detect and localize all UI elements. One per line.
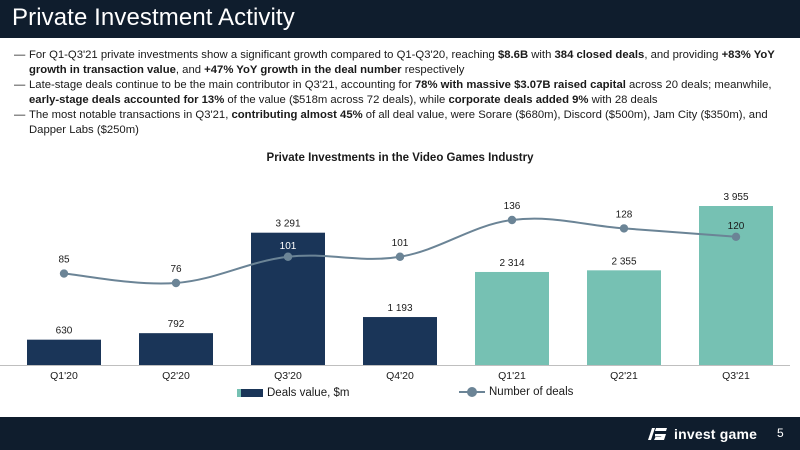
bar-value-label: 630 (56, 326, 73, 337)
bullet-text: For Q1-Q3'21 private investments show a … (29, 48, 786, 77)
bar-value-label: 792 (168, 319, 185, 330)
deals-count-label: 136 (504, 201, 521, 212)
bullet-text: Late-stage deals continue to be the main… (29, 78, 786, 107)
bullet-segment: across 20 deals; meanwhile, (625, 79, 772, 91)
category-label: Q3'20 (274, 370, 302, 382)
bar-3 (363, 317, 437, 365)
deals-count-point (507, 215, 517, 225)
deals-count-label: 101 (280, 241, 297, 252)
deals-count-point (731, 232, 741, 241)
category-label: Q1'21 (498, 370, 526, 382)
footer-bar: invest game 5 (0, 417, 800, 450)
bullet-segment: of all deal value, were Sorare ($680m), … (29, 109, 768, 136)
deals-count-label: 120 (728, 221, 745, 232)
deals-count-point (59, 269, 69, 278)
brand-logo: invest game (646, 425, 757, 443)
bullet-list: — For Q1-Q3'21 private investments show a… (14, 48, 786, 138)
legend-swatch-line (459, 387, 485, 397)
legend-label-number-of-deals: Number of deals (489, 386, 574, 398)
bullet-highlight: corporate deals added 9% (448, 93, 589, 106)
header-bar: Private Investment Activity (0, 0, 800, 38)
deals-count-label: 76 (170, 264, 182, 275)
legend-item-number-of-deals: Number of deals (459, 386, 573, 398)
bar-value-label: 3 955 (723, 192, 748, 203)
bullet-dash: — (14, 79, 26, 91)
deals-count-point (283, 252, 293, 261)
bullet-highlight: +47% YoY growth in the deal number (204, 63, 402, 76)
bar-4 (475, 271, 549, 365)
deals-count-point (171, 278, 181, 288)
bullet-segment: with 28 deals (588, 93, 658, 106)
bullet-segment: Late-stage deals continue to be the main… (29, 79, 415, 91)
bullet-item: — The most notable transactions in Q3'21,… (14, 108, 786, 137)
bar-line-chart: 630 Q1'20 792 Q2'20 3 291 Q3'20 1 193 Q4'20 2 31… (0, 192, 790, 382)
bar-value-label: 2 314 (499, 258, 524, 269)
brand-name: invest game (674, 426, 758, 442)
bar-5 (587, 270, 661, 365)
page-title: Private Investment Activity (12, 4, 295, 31)
bullet-text: The most notable transactions in Q3'21, … (29, 108, 786, 137)
bullet-segment: respectively (401, 63, 465, 76)
deals-count-label: 101 (392, 238, 409, 249)
bullet-segment: with (528, 49, 555, 61)
bullet-segment: , and providing (644, 49, 722, 61)
deals-count-point (395, 252, 405, 261)
category-label: Q2'21 (610, 370, 638, 382)
bar-value-label: 3 291 (275, 219, 300, 230)
bullet-highlight: early-stage deals accounted for 13% (29, 93, 225, 106)
bar-6 (699, 206, 773, 365)
bar-1 (139, 333, 213, 365)
legend-label-deals-value: Deals value, $m (267, 387, 350, 399)
bullet-highlight: +83% YoY growth in transaction value (29, 49, 775, 76)
bullet-segment: of the value ($518m across 72 deals), wh… (224, 93, 449, 106)
bullet-highlight: $8.6B (497, 49, 529, 61)
bar-2 (251, 232, 325, 365)
bar-value-label: 1 193 (387, 303, 412, 314)
page-number: 5 (777, 426, 784, 440)
bullet-highlight: 78% with massive $3.07B raised capital (414, 79, 626, 91)
category-label: Q4'20 (386, 370, 414, 382)
bar-value-label: 2 355 (611, 256, 636, 267)
deals-count-label: 85 (58, 255, 70, 266)
category-label: Q3'21 (722, 370, 750, 382)
legend-item-deals-value: Deals value, $m (237, 387, 349, 399)
bullet-segment: For Q1-Q3'21 private investments show a … (29, 49, 498, 61)
bullet-item: — Late-stage deals continue to be the mai… (14, 78, 786, 107)
bullet-highlight: 384 closed deals (554, 49, 645, 61)
deals-count-label: 128 (616, 209, 633, 220)
category-label: Q2'20 (162, 370, 190, 382)
bullet-item: — For Q1-Q3'21 private investments show a… (14, 48, 786, 77)
brand-mark-icon (648, 428, 667, 440)
bullet-segment: , and (175, 63, 205, 76)
bullet-dash: — (14, 49, 26, 61)
bullet-segment: The most notable transactions in Q3'21, (29, 109, 232, 121)
bullet-highlight: contributing almost 45% (231, 109, 363, 121)
category-label: Q1'20 (50, 370, 78, 382)
chart-legend: Deals value, $m Number of deals (0, 384, 800, 399)
bullet-dash: — (14, 109, 26, 121)
chart-title: Private Investments in the Video Games I… (266, 152, 534, 164)
deals-count-point (619, 224, 629, 233)
legend-swatch-bar (237, 389, 263, 397)
bar-0 (27, 339, 101, 365)
